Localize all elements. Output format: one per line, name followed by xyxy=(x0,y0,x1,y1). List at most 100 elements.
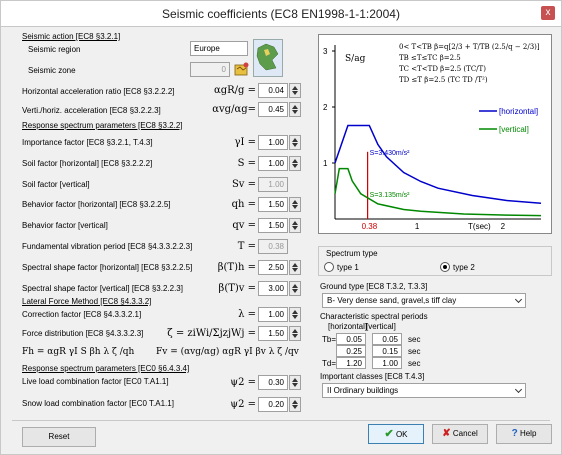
response-row-symbol: γI = xyxy=(234,137,256,148)
avg-field[interactable]: 0.45 xyxy=(258,102,288,117)
spin-up-icon[interactable] xyxy=(292,221,298,225)
ok-button[interactable]: ✔ OK xyxy=(368,424,424,444)
lateral-heading: Lateral Force Method [EC8 §4.3.3.2] xyxy=(22,297,152,306)
response-row-spinner[interactable] xyxy=(289,197,301,212)
y-tick-label: 1 xyxy=(323,159,328,168)
spin-up-icon[interactable] xyxy=(292,159,298,163)
live-field[interactable]: 0.30 xyxy=(258,375,288,390)
spin-down-icon[interactable] xyxy=(292,205,298,209)
ground-type-select[interactable]: B- Very dense sand, gravel,s tiff clay xyxy=(322,293,526,308)
spin-up-icon[interactable] xyxy=(292,400,298,404)
response-row-spinner[interactable] xyxy=(289,281,301,296)
chevron-down-icon[interactable] xyxy=(514,295,523,304)
correction-field[interactable]: 1.00 xyxy=(258,307,288,322)
spectrum-type2-radio[interactable] xyxy=(440,262,450,272)
response-row-label: Spectral shape factor [vertical] [EC8 §3… xyxy=(22,284,183,293)
distribution-spinner[interactable] xyxy=(289,326,301,341)
spin-up-icon[interactable] xyxy=(292,86,298,90)
periods-col-horizontal: [horizontal] xyxy=(328,322,368,331)
period-horizontal-field[interactable]: 0.05 xyxy=(336,333,366,345)
response-row-spinner[interactable] xyxy=(289,260,301,275)
x-tick-label: 0.38 xyxy=(362,222,378,231)
combination-heading: Response spectrum parameters [EC0 §6.4.3… xyxy=(22,364,190,373)
response-row-symbol: β(T)h = xyxy=(217,262,256,273)
cancel-button[interactable]: ✘ Cancel xyxy=(432,424,488,444)
cancel-button-label: Cancel xyxy=(452,429,478,438)
response-row-field[interactable]: 2.50 xyxy=(258,260,288,275)
response-row-field[interactable]: 1.50 xyxy=(258,218,288,233)
spin-up-icon[interactable] xyxy=(292,310,298,314)
spin-down-icon[interactable] xyxy=(292,143,298,147)
spin-down-icon[interactable] xyxy=(292,383,298,387)
response-row-spinner[interactable] xyxy=(289,156,301,171)
spin-down-icon[interactable] xyxy=(292,226,298,230)
spin-up-icon[interactable] xyxy=(292,105,298,109)
avg-spinner[interactable] xyxy=(289,102,301,117)
importance-value: II Ordinary buildings xyxy=(327,386,399,395)
help-icon: ? xyxy=(511,428,518,439)
response-heading: Response spectrum parameters [EC8 §3.2.2… xyxy=(22,121,183,130)
period-vertical-field[interactable]: 0.15 xyxy=(372,345,402,357)
response-row-spinner[interactable] xyxy=(289,135,301,150)
response-row-field[interactable]: 1.00 xyxy=(258,135,288,150)
snow-spinner[interactable] xyxy=(289,397,301,412)
spectrum-type1-radio[interactable] xyxy=(324,262,334,272)
spin-up-icon[interactable] xyxy=(292,378,298,382)
importance-select[interactable]: II Ordinary buildings xyxy=(322,383,526,398)
periods-col-vertical: [vertical] xyxy=(366,322,396,331)
zone-map-button-icon[interactable] xyxy=(234,61,250,77)
period-horizontal-field[interactable]: 1.20 xyxy=(336,357,366,369)
correction-spinner[interactable] xyxy=(289,307,301,322)
spin-down-icon[interactable] xyxy=(292,289,298,293)
spin-up-icon[interactable] xyxy=(292,138,298,142)
period-vertical-field[interactable]: 0.05 xyxy=(372,333,402,345)
spin-down-icon[interactable] xyxy=(292,405,298,409)
response-row-label: Importance factor [EC8 §3.2.1, T.4.3] xyxy=(22,138,153,147)
periods-label: Characteristic spectral periods xyxy=(320,312,428,321)
x-axis-label: T(sec) xyxy=(468,222,491,231)
response-row-field[interactable]: 0.38 xyxy=(258,239,288,254)
spin-down-icon[interactable] xyxy=(292,91,298,95)
period-horizontal-field[interactable]: 0.25 xyxy=(336,345,366,357)
spin-down-icon[interactable] xyxy=(292,164,298,168)
spin-up-icon[interactable] xyxy=(292,263,298,267)
period-vertical-field[interactable]: 1.00 xyxy=(372,357,402,369)
seismic-region-label: Seismic region xyxy=(28,45,81,54)
period-unit: sec xyxy=(408,347,421,356)
response-row-field[interactable]: 1.00 xyxy=(258,156,288,171)
seismic-zone-field[interactable]: 0 xyxy=(190,62,230,77)
response-row-symbol: Sv = xyxy=(231,179,256,190)
spin-up-icon[interactable] xyxy=(292,329,298,333)
help-button[interactable]: ? Help xyxy=(496,424,552,444)
snow-field[interactable]: 0.20 xyxy=(258,397,288,412)
seismic-region-field[interactable]: Europe xyxy=(190,41,248,56)
close-button[interactable]: x xyxy=(541,6,555,20)
live-spinner[interactable] xyxy=(289,375,301,390)
reset-button[interactable]: Reset xyxy=(22,427,96,447)
spin-up-icon[interactable] xyxy=(292,284,298,288)
chart-formula: TD ≤T β=2.5 (TC TD /T²) xyxy=(399,76,488,84)
button-separator xyxy=(12,420,550,421)
spin-up-icon[interactable] xyxy=(292,200,298,204)
snow-label: Snow load combination factor [EC0 T.A1.1… xyxy=(22,399,174,408)
europe-map-icon[interactable] xyxy=(253,39,283,77)
spin-down-icon[interactable] xyxy=(292,334,298,338)
distribution-field[interactable]: 1.50 xyxy=(258,326,288,341)
importance-label: Important classes [EC8 T.4.3] xyxy=(320,372,425,381)
title-bar: Seismic coefficients (EC8 EN1998-1-1:200… xyxy=(0,0,562,26)
response-row-symbol: S = xyxy=(237,158,256,169)
spin-down-icon[interactable] xyxy=(292,315,298,319)
response-row-field[interactable]: 3.00 xyxy=(258,281,288,296)
ground-type-value: B- Very dense sand, gravel,s tiff clay xyxy=(327,296,457,305)
response-row-field[interactable]: 1.00 xyxy=(258,177,288,192)
response-row-label: Behavior factor [horizontal] [EC8 §3.2.2… xyxy=(22,200,171,209)
spin-down-icon[interactable] xyxy=(292,110,298,114)
chevron-down-icon[interactable] xyxy=(514,385,523,394)
response-row-symbol: β(T)v = xyxy=(218,283,256,294)
spectrum-group xyxy=(318,246,552,276)
agr-spinner[interactable] xyxy=(289,83,301,98)
spin-down-icon[interactable] xyxy=(292,268,298,272)
agr-field[interactable]: 0.04 xyxy=(258,83,288,98)
response-row-field[interactable]: 1.50 xyxy=(258,197,288,212)
response-row-spinner[interactable] xyxy=(289,218,301,233)
